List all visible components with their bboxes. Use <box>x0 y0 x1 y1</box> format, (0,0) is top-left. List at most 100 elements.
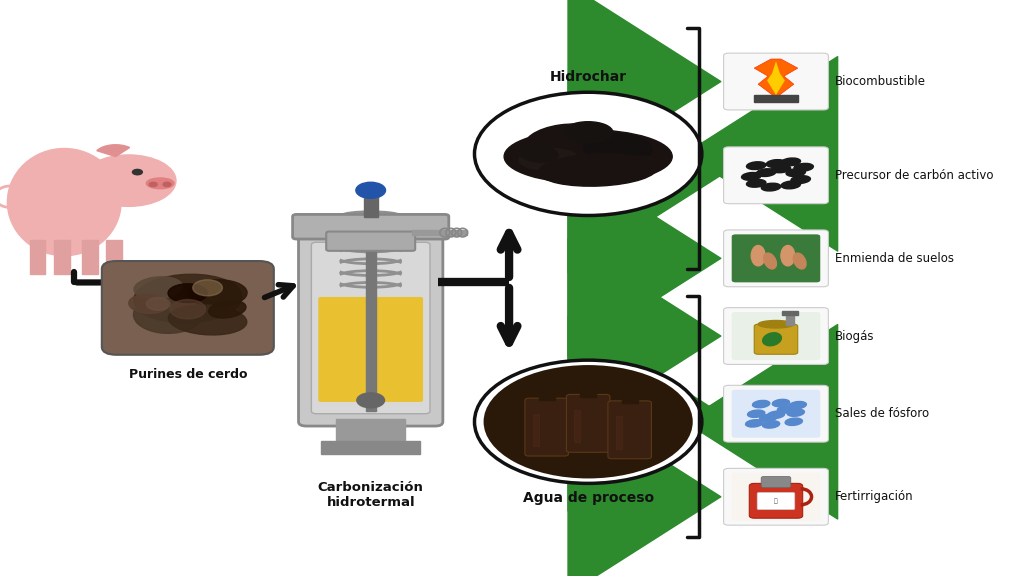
Ellipse shape <box>758 320 794 328</box>
Text: Biogás: Biogás <box>836 329 874 343</box>
Ellipse shape <box>757 169 776 176</box>
Polygon shape <box>755 59 798 97</box>
Ellipse shape <box>129 294 168 313</box>
Ellipse shape <box>790 401 806 409</box>
Ellipse shape <box>791 176 810 184</box>
FancyBboxPatch shape <box>761 476 791 488</box>
FancyBboxPatch shape <box>755 324 798 354</box>
Ellipse shape <box>794 253 806 269</box>
Circle shape <box>474 360 701 483</box>
FancyBboxPatch shape <box>732 234 820 282</box>
Ellipse shape <box>781 245 795 266</box>
FancyBboxPatch shape <box>566 395 610 452</box>
Circle shape <box>483 365 693 479</box>
FancyBboxPatch shape <box>724 230 828 287</box>
Ellipse shape <box>746 180 766 187</box>
Bar <box>532 414 539 446</box>
FancyBboxPatch shape <box>299 230 442 426</box>
Ellipse shape <box>745 420 763 427</box>
Ellipse shape <box>741 172 761 180</box>
Circle shape <box>356 182 385 198</box>
Ellipse shape <box>748 410 765 418</box>
FancyBboxPatch shape <box>724 147 828 204</box>
Ellipse shape <box>504 130 672 183</box>
Text: Hidrochar: Hidrochar <box>550 70 627 84</box>
Ellipse shape <box>146 178 174 189</box>
FancyBboxPatch shape <box>327 232 415 251</box>
Text: Fertirrigación: Fertirrigación <box>836 490 913 503</box>
Ellipse shape <box>563 122 613 143</box>
Ellipse shape <box>760 414 777 422</box>
Bar <box>615 416 622 449</box>
Text: Precursor de carbón activo: Precursor de carbón activo <box>836 169 993 182</box>
Circle shape <box>474 92 701 215</box>
Ellipse shape <box>168 305 247 335</box>
Ellipse shape <box>209 301 246 318</box>
Bar <box>336 419 406 443</box>
Bar <box>30 240 45 274</box>
FancyBboxPatch shape <box>750 483 803 518</box>
Bar <box>54 240 71 274</box>
Ellipse shape <box>134 276 182 299</box>
Ellipse shape <box>781 158 801 166</box>
Circle shape <box>150 182 157 187</box>
Bar <box>322 441 420 454</box>
Ellipse shape <box>524 124 612 162</box>
Circle shape <box>146 297 170 310</box>
FancyBboxPatch shape <box>724 468 828 525</box>
Ellipse shape <box>763 421 779 428</box>
Ellipse shape <box>763 333 781 346</box>
Ellipse shape <box>187 280 247 306</box>
Text: Carbonización
hidrotermal: Carbonización hidrotermal <box>317 481 424 509</box>
Text: 液: 液 <box>774 498 778 504</box>
Ellipse shape <box>766 160 785 168</box>
FancyBboxPatch shape <box>608 401 651 458</box>
Ellipse shape <box>781 181 801 189</box>
Ellipse shape <box>787 409 805 416</box>
FancyBboxPatch shape <box>732 390 820 438</box>
Ellipse shape <box>134 274 242 323</box>
Text: Biocombustible: Biocombustible <box>836 75 927 88</box>
Ellipse shape <box>618 156 656 173</box>
Circle shape <box>170 300 206 319</box>
FancyBboxPatch shape <box>101 261 273 355</box>
Bar <box>782 312 798 314</box>
Ellipse shape <box>767 411 784 418</box>
FancyBboxPatch shape <box>724 308 828 365</box>
Ellipse shape <box>761 183 780 191</box>
FancyBboxPatch shape <box>318 297 423 402</box>
Ellipse shape <box>794 164 813 171</box>
Ellipse shape <box>764 253 776 269</box>
FancyBboxPatch shape <box>724 385 828 442</box>
Bar <box>581 376 596 397</box>
Wedge shape <box>97 145 130 157</box>
FancyBboxPatch shape <box>724 53 828 110</box>
Bar <box>105 240 122 274</box>
Circle shape <box>132 169 142 175</box>
FancyBboxPatch shape <box>732 473 820 521</box>
Circle shape <box>81 155 176 206</box>
FancyBboxPatch shape <box>732 312 820 360</box>
Ellipse shape <box>771 165 791 173</box>
Bar <box>574 410 581 442</box>
Bar <box>364 192 378 217</box>
Circle shape <box>356 393 385 408</box>
Ellipse shape <box>777 406 795 413</box>
Ellipse shape <box>785 418 803 426</box>
Ellipse shape <box>752 245 765 266</box>
Bar <box>413 230 467 236</box>
Ellipse shape <box>519 146 558 162</box>
FancyBboxPatch shape <box>757 492 795 510</box>
Text: Agua de proceso: Agua de proceso <box>522 491 653 505</box>
FancyBboxPatch shape <box>311 242 430 414</box>
Bar <box>539 380 555 400</box>
Bar <box>366 223 376 411</box>
Ellipse shape <box>539 154 657 186</box>
Ellipse shape <box>519 149 579 170</box>
Bar <box>82 240 98 274</box>
Ellipse shape <box>753 400 770 408</box>
Ellipse shape <box>772 399 790 407</box>
FancyBboxPatch shape <box>293 214 449 239</box>
Ellipse shape <box>7 149 121 256</box>
Text: Sales de fósforo: Sales de fósforo <box>836 407 930 420</box>
